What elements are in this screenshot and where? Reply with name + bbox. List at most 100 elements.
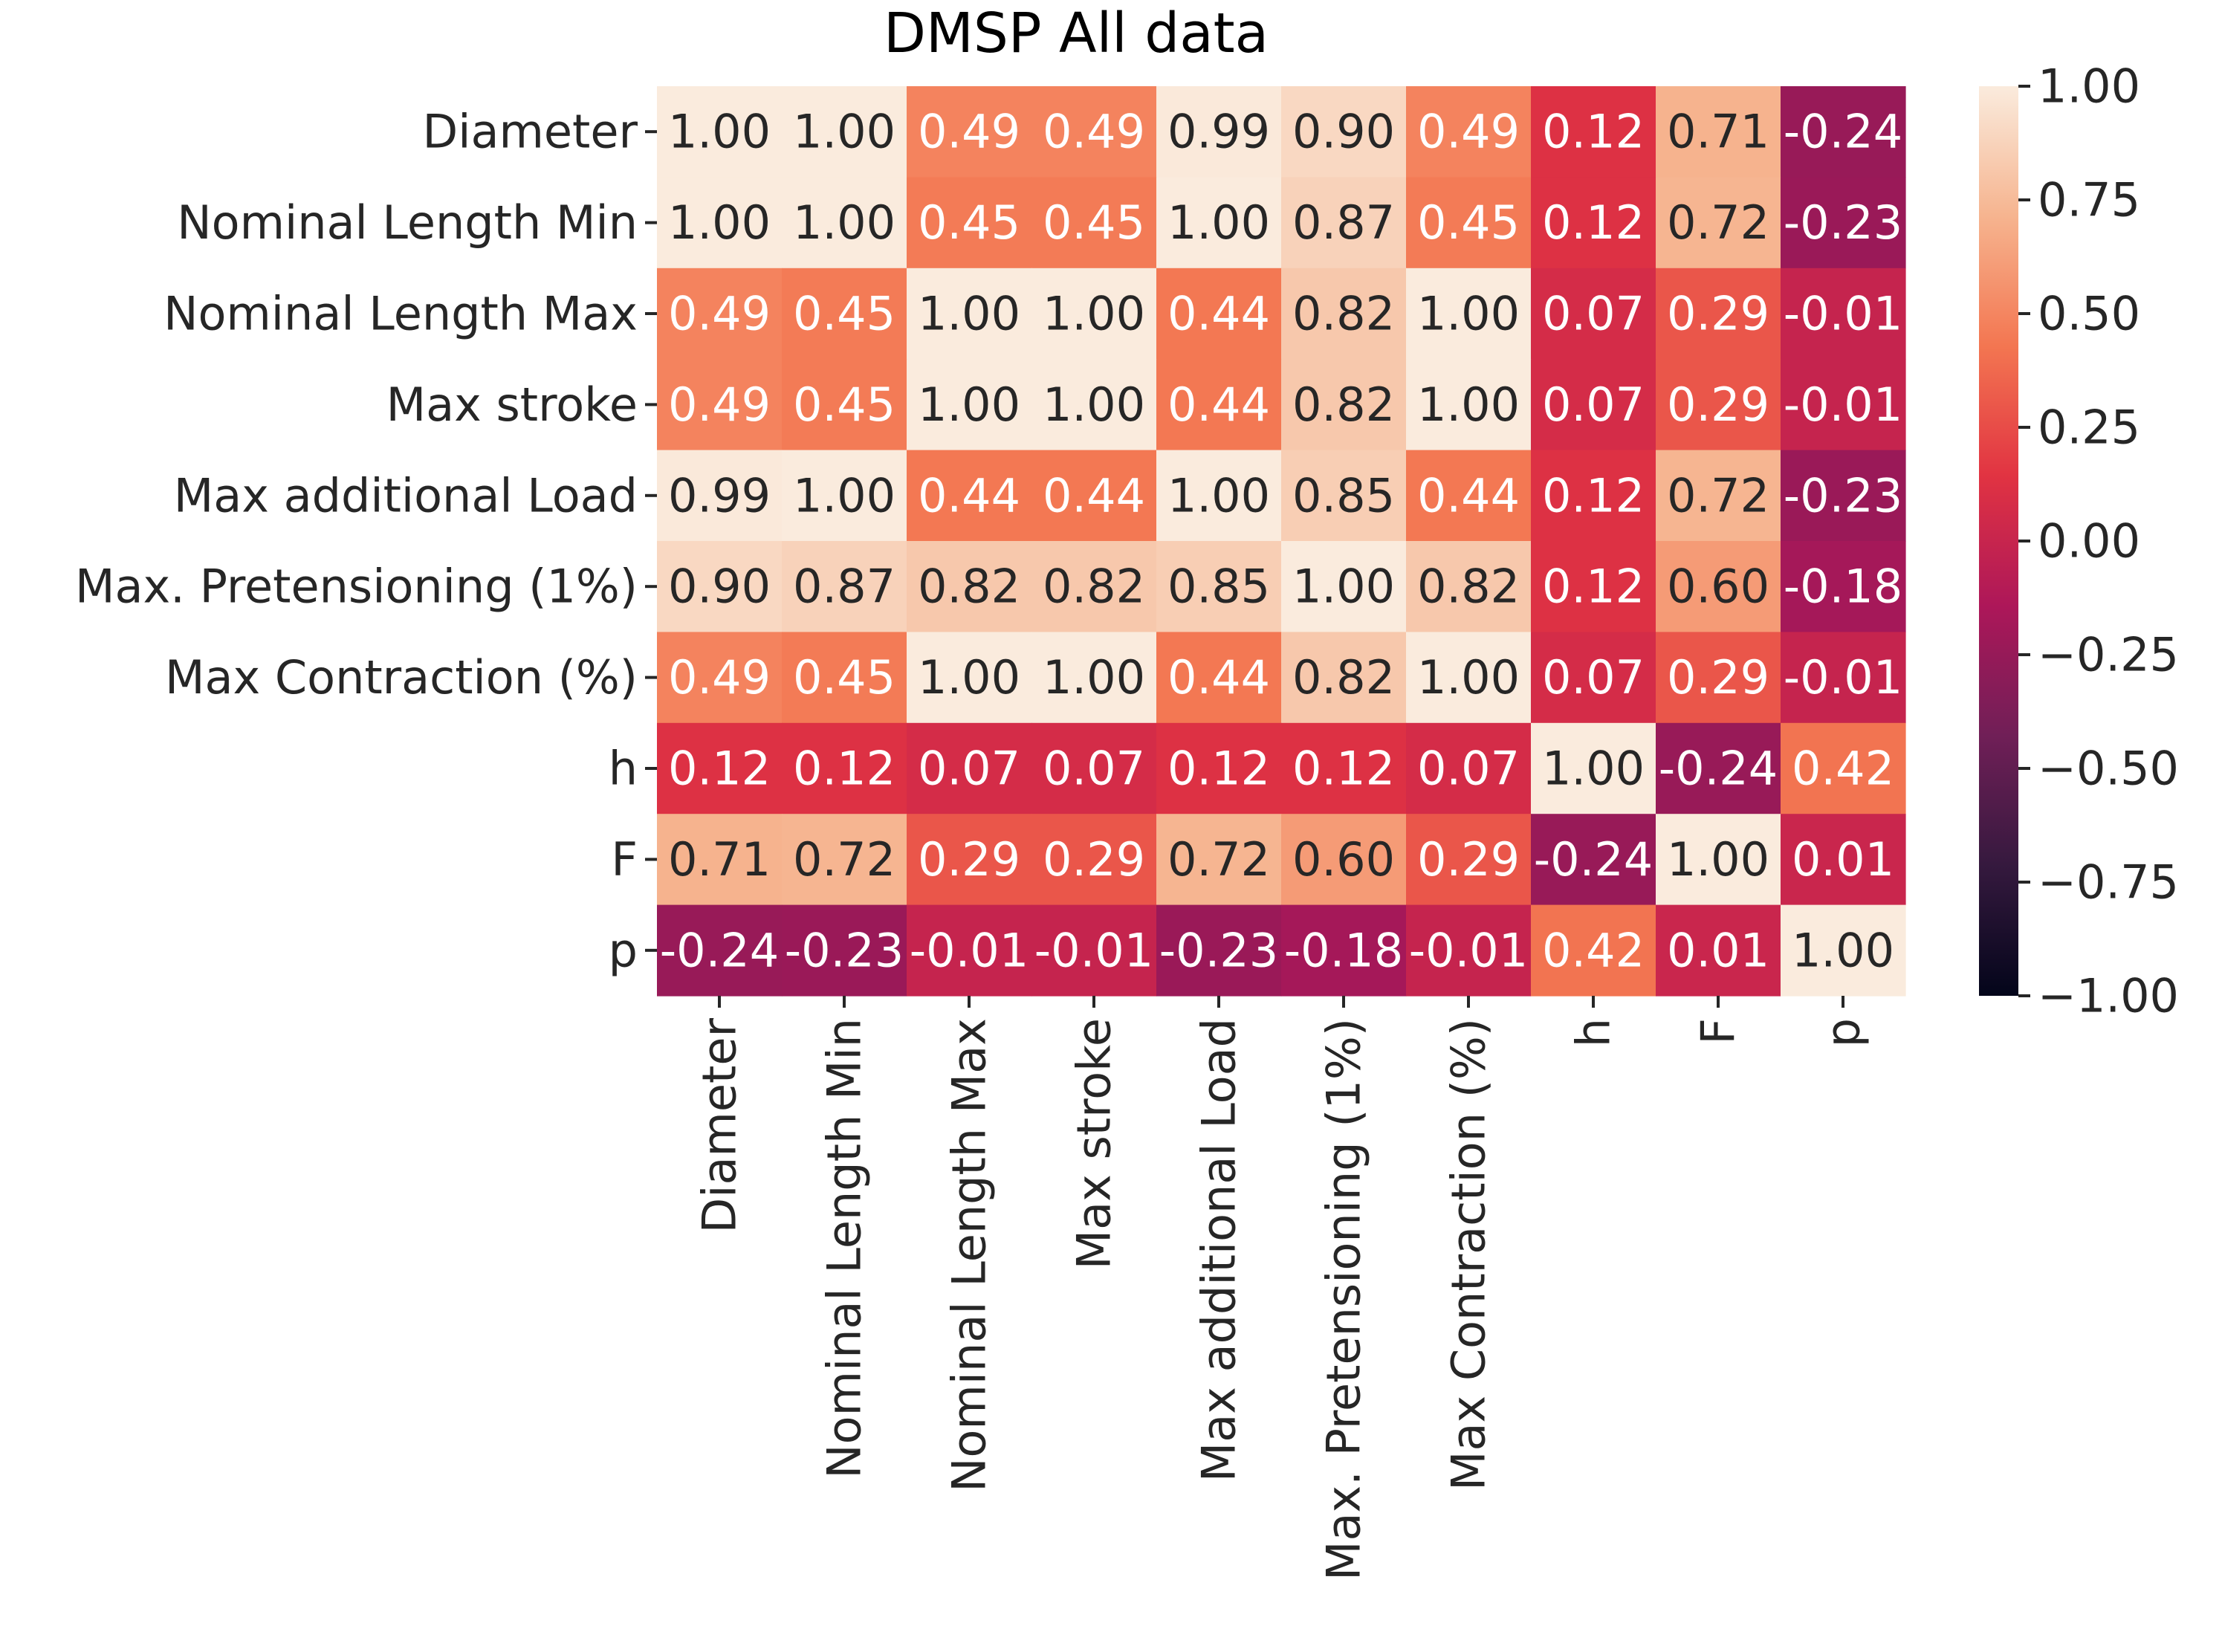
cell-value-label: 0.72 [1667,468,1769,522]
cell-value-label: 0.45 [918,195,1020,250]
cell-value-label: 1.00 [668,195,771,250]
heatmap-cells: 1.00 1.00 0.49 0.49 0.99 0.90 0.49 0.12 0.71 -0.2… [657,86,1906,997]
heatmap-cell [657,268,783,360]
cell-value-label: 0.82 [1292,650,1395,704]
cell-value-label: 1.00 [793,468,895,522]
heatmap-cell [1781,86,1906,178]
heatmap-cell [1531,722,1656,814]
y-tick-label: Nominal Length Min [177,195,638,250]
cell-value-label: 0.87 [793,560,895,614]
heatmap-cell [1156,359,1282,451]
heatmap-cell [1531,359,1656,451]
x-tick-label: h [1567,1018,1621,1047]
cell-value-label: 0.82 [1417,560,1520,614]
x-tick-label: Nominal Length Min [817,1018,872,1479]
cell-value-label: 1.00 [918,650,1020,704]
heatmap-cell [1781,814,1906,906]
heatmap-cell [907,86,1032,178]
cell-value-label: 0.29 [1667,650,1769,704]
heatmap-cell [1156,722,1282,814]
cell-value-label: 0.07 [1542,287,1645,341]
heatmap-cell [1031,450,1157,542]
colorbar-tick-label: −0.50 [2038,742,2179,796]
heatmap-cell [782,541,907,632]
colorbar-tick-label: 0.00 [2038,514,2140,569]
heatmap-cell [1156,450,1282,542]
cell-value-label: -0.01 [1784,287,1902,341]
heatmap-cell [1656,177,1781,269]
cell-value-label: 0.82 [1292,287,1395,341]
cell-value-label: 0.71 [1667,105,1769,159]
cell-value-label: 0.01 [1792,832,1894,887]
heatmap-cell [1531,904,1656,997]
heatmap-cell [657,632,783,724]
heatmap-cell [1656,450,1781,542]
cell-value-label: 1.00 [793,195,895,250]
heatmap-cell [1406,268,1532,360]
heatmap-cell [1031,722,1157,814]
cell-value-label: 0.72 [793,832,895,887]
heatmap-cell [1531,632,1656,724]
heatmap-cell [1156,268,1282,360]
cell-value-label: 0.29 [1667,287,1769,341]
cell-value-label: 0.49 [918,105,1020,159]
cell-value-label: 0.99 [668,468,771,522]
cell-value-label: -0.01 [1784,378,1902,432]
heatmap-cell [1656,541,1781,632]
heatmap-cell [1406,450,1532,542]
y-tick-label: F [611,832,638,887]
heatmap-cell [782,814,907,906]
cell-value-label: 1.00 [1043,378,1145,432]
heatmap-cell [1781,722,1906,814]
colorbar-tick-label: 0.50 [2038,287,2140,341]
heatmap-cell [1031,359,1157,451]
heatmap-cell [1281,722,1407,814]
cell-value-label: 1.00 [918,287,1020,341]
cell-value-label: -0.01 [1034,923,1153,977]
heatmap-cell [1031,86,1157,178]
cell-value-label: 1.00 [1417,287,1520,341]
x-tick-label: Max stroke [1067,1018,1121,1269]
cell-value-label: 0.85 [1167,560,1270,614]
cell-value-label: 1.00 [1292,560,1395,614]
heatmap-cell [1406,722,1532,814]
cell-value-label: 0.71 [668,832,771,887]
heatmap-cell [1281,450,1407,542]
cell-value-label: 1.00 [1417,378,1520,432]
heatmap-cell [782,904,907,997]
heatmap-cell [1781,904,1906,997]
cell-value-label: 0.01 [1667,923,1769,977]
cell-value-label: 0.12 [668,742,771,796]
cell-value-label: 0.44 [918,468,1020,522]
cell-value-label: 1.00 [1167,195,1270,250]
heatmap-cell [1281,359,1407,451]
cell-value-label: 0.12 [1542,468,1645,522]
cell-value-label: 1.00 [1417,650,1520,704]
cell-value-label: 0.12 [793,742,895,796]
heatmap-cell [782,86,907,178]
cell-value-label: 0.42 [1542,923,1645,977]
heatmap-cell [1031,632,1157,724]
cell-value-label: 0.12 [1542,560,1645,614]
x-tick-label: Max additional Load [1192,1018,1246,1482]
heatmap-cell [1781,177,1906,269]
heatmap-cell [657,177,783,269]
cell-value-label: 0.07 [918,742,1020,796]
y-tick-label: Diameter [423,105,638,159]
heatmap-cell [1156,814,1282,906]
heatmap-cell [1656,359,1781,451]
cell-value-label: 0.45 [793,650,895,704]
cell-value-label: 0.29 [1417,832,1520,887]
cell-value-label: 0.12 [1167,742,1270,796]
heatmap-cell [657,359,783,451]
cell-value-label: 1.00 [793,105,895,159]
cell-value-label: 0.45 [1043,195,1145,250]
cell-value-label: 0.90 [1292,105,1395,159]
heatmap-cell [657,904,783,997]
cell-value-label: 0.07 [1417,742,1520,796]
heatmap-cell [907,359,1032,451]
cell-value-label: 1.00 [1542,742,1645,796]
heatmap-cell [1406,359,1532,451]
heatmap-cell [1781,541,1906,632]
colorbar-tick-label: −0.75 [2038,855,2179,910]
